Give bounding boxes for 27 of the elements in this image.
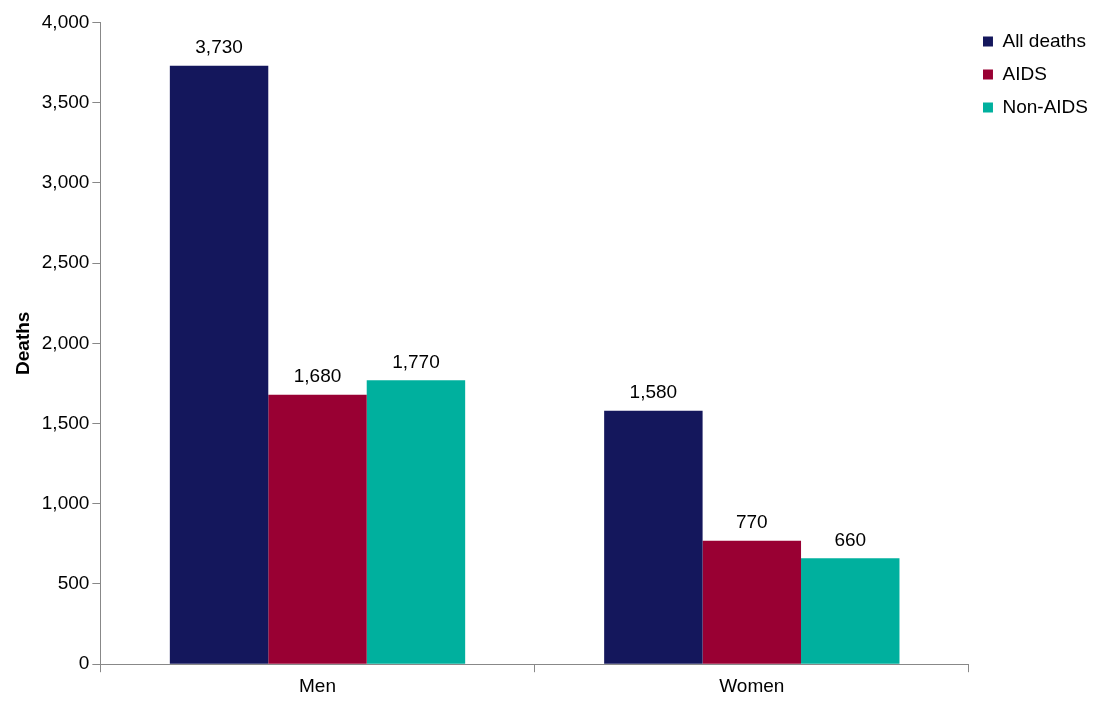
y-tick-label: 4,000 <box>41 10 90 32</box>
data-label: 1,680 <box>293 365 342 387</box>
y-tick-label: 2,000 <box>41 331 90 353</box>
bar <box>366 380 466 664</box>
legend-label: All deaths <box>1002 29 1086 51</box>
y-tick-label: 1,500 <box>41 411 90 433</box>
x-tick-label: Men <box>299 674 336 696</box>
data-label: 770 <box>735 511 768 533</box>
y-tick-label: 3,000 <box>41 171 90 193</box>
y-tick-label: 500 <box>57 572 90 594</box>
bar <box>268 394 367 664</box>
data-label: 3,730 <box>195 36 243 58</box>
data-label: 1,580 <box>629 381 678 403</box>
y-tick-label: 3,500 <box>41 90 90 112</box>
y-tick-label: 2,500 <box>41 251 90 273</box>
x-tick-label: Women <box>719 674 785 696</box>
legend-label: Non-AIDS <box>1002 95 1088 117</box>
data-label: 1,770 <box>392 350 440 372</box>
legend-label: AIDS <box>1002 62 1047 84</box>
bar <box>702 540 802 664</box>
bar <box>801 558 900 664</box>
y-tick-label: 1,000 <box>41 491 90 513</box>
data-label: 660 <box>834 529 867 551</box>
y-tick-label: 0 <box>78 652 90 674</box>
bar <box>604 410 703 664</box>
y-axis-title: Deaths <box>11 311 33 375</box>
bar <box>169 65 269 664</box>
